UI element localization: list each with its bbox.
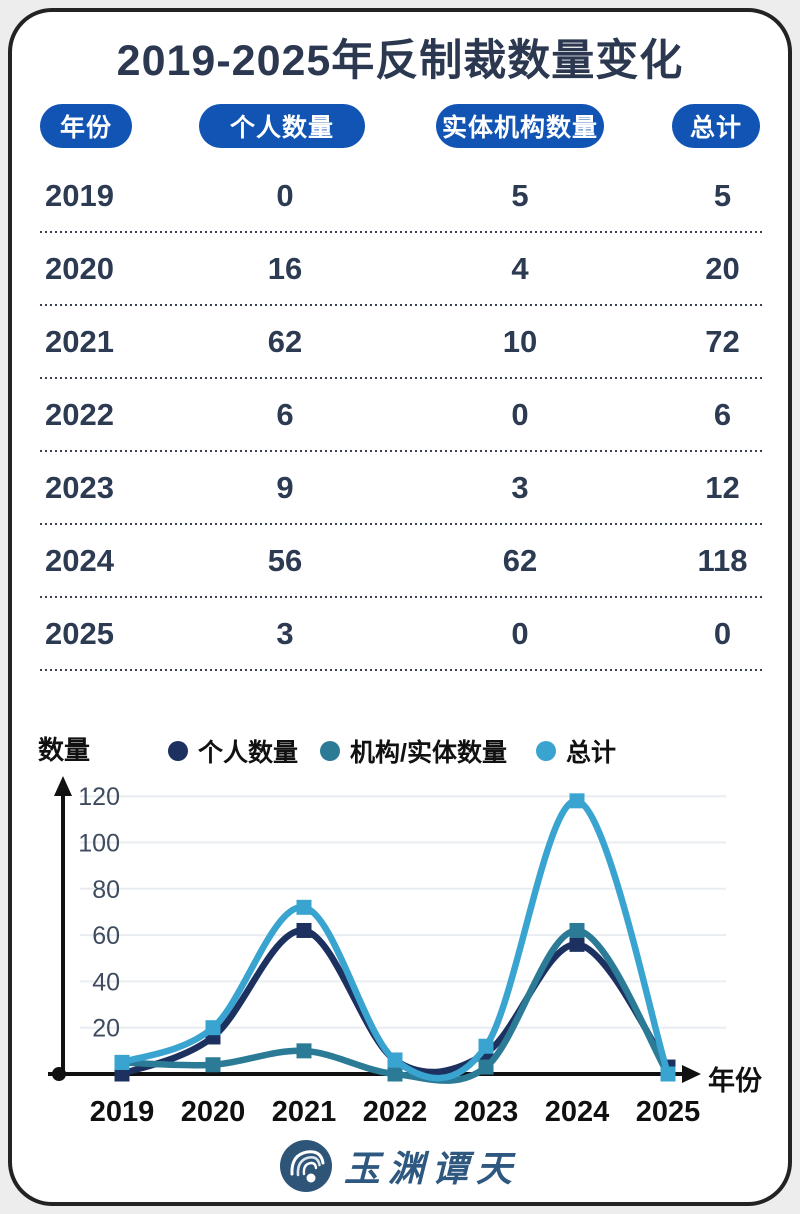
y-tick-label: 60	[92, 922, 120, 950]
legend-dot-individual	[168, 741, 188, 761]
entity-count-cell: 62	[502, 543, 538, 578]
total-cell: 6	[713, 397, 732, 432]
entity-count-cell: 3	[511, 470, 529, 505]
individual-count-cell: 56	[267, 543, 303, 578]
data-point-marker	[478, 1038, 494, 1054]
legend-label-entity: 机构/实体数量	[350, 739, 507, 767]
year-cell: 2021	[45, 324, 114, 359]
table-row: 2024 56 62 118	[40, 525, 765, 598]
data-point-marker	[569, 793, 585, 809]
entity-count-cell: 0	[511, 616, 529, 651]
y-tick-label: 20	[92, 1015, 120, 1043]
x-tick-label: 2023	[454, 1096, 519, 1128]
series-line-0	[118, 927, 672, 1078]
legend-item-total: 总计	[536, 733, 616, 769]
logo-text: 玉渊谭天	[343, 1148, 520, 1190]
entity-count-cell: 5	[511, 178, 529, 213]
data-point-marker	[660, 1066, 676, 1082]
data-point-marker	[205, 1057, 221, 1073]
y-axis-arrow	[54, 776, 72, 796]
footer: 玉渊谭天	[0, 1140, 800, 1192]
individual-count-cell: 9	[276, 470, 294, 505]
total-cell: 0	[713, 616, 732, 651]
table-row: 2022 6 0 6	[40, 379, 765, 452]
data-point-marker	[114, 1054, 130, 1070]
year-cell: 2022	[45, 397, 114, 432]
table-row: 2019 0 5 5	[40, 160, 765, 233]
legend-label-individual: 个人数量	[198, 739, 299, 767]
data-point-marker	[387, 1066, 403, 1082]
data-point-marker	[296, 899, 312, 915]
y-tick-label: 40	[92, 968, 120, 996]
y-tick-label: 100	[78, 830, 120, 858]
x-tick-label: 2025	[636, 1096, 701, 1128]
x-tick-label: 2020	[181, 1096, 246, 1128]
year-cell: 2019	[45, 178, 114, 213]
origin-dot	[52, 1067, 66, 1081]
legend-item-individual: 个人数量	[168, 733, 298, 769]
total-cell: 12	[705, 470, 740, 505]
entity-count-cell: 0	[511, 397, 529, 432]
y-tick-label: 80	[92, 876, 120, 904]
x-tick-label: 2019	[90, 1096, 155, 1128]
individual-count-cell: 16	[267, 251, 303, 286]
table-row: 2021 62 10 72	[40, 306, 765, 379]
individual-count-cell: 6	[276, 397, 294, 432]
total-cell: 118	[697, 543, 748, 578]
individual-count-cell: 3	[276, 616, 294, 651]
x-axis-title: 年份	[708, 1066, 762, 1096]
table-row: 2025 3 0 0	[40, 598, 765, 671]
x-tick-label: 2022	[363, 1096, 428, 1128]
x-tick-label: 2021	[272, 1096, 337, 1128]
data-point-marker	[296, 922, 312, 938]
entity-count-cell: 4	[511, 251, 529, 286]
data-table: 2019 0 5 5 2020 16 4 20 2021 62 10 72 2022 6 0 6 2023 9 3 1…	[40, 160, 765, 671]
total-cell: 20	[705, 251, 740, 286]
year-cell: 2024	[45, 543, 114, 578]
table-row: 2023 9 3 12	[40, 452, 765, 525]
data-point-marker	[296, 1043, 312, 1059]
column-header-individual: 个人数量	[199, 104, 365, 148]
x-axis-arrow	[682, 1065, 701, 1083]
total-cell: 5	[713, 178, 732, 213]
data-point-marker	[569, 936, 585, 952]
column-header-year: 年份	[40, 104, 132, 148]
individual-count-cell: 62	[267, 324, 303, 359]
y-axis-title: 数量	[38, 735, 91, 765]
data-point-marker	[205, 1020, 221, 1036]
data-point-marker	[478, 1059, 494, 1075]
page-title: 2019-2025年反制裁数量变化	[116, 37, 684, 85]
data-point-marker	[387, 1052, 403, 1068]
table-row: 2020 16 4 20	[40, 233, 765, 306]
year-cell: 2025	[45, 616, 114, 651]
legend-dot-entity	[320, 741, 340, 761]
data-point-marker	[569, 922, 585, 938]
total-cell: 72	[705, 324, 740, 359]
legend-dot-total	[536, 741, 556, 761]
column-header-total: 总计	[672, 104, 760, 148]
legend-item-entity: 机构/实体数量	[320, 733, 507, 769]
x-tick-label: 2024	[545, 1096, 610, 1128]
entity-count-cell: 10	[502, 324, 538, 359]
year-cell: 2023	[45, 470, 114, 505]
line-chart: 20 40 60 80 100 120 2019 2020 2021 2022 2023 2024 20…	[48, 776, 726, 1128]
series-line-2	[118, 797, 672, 1082]
legend-label-total: 总计	[566, 739, 617, 767]
column-header-entity: 实体机构数量	[436, 104, 604, 148]
yuyuantantian-logo-icon	[279, 1140, 332, 1192]
y-tick-label: 120	[78, 783, 120, 811]
year-cell: 2020	[45, 251, 114, 286]
data-point-marker	[114, 1066, 130, 1082]
individual-count-cell: 0	[276, 178, 294, 213]
